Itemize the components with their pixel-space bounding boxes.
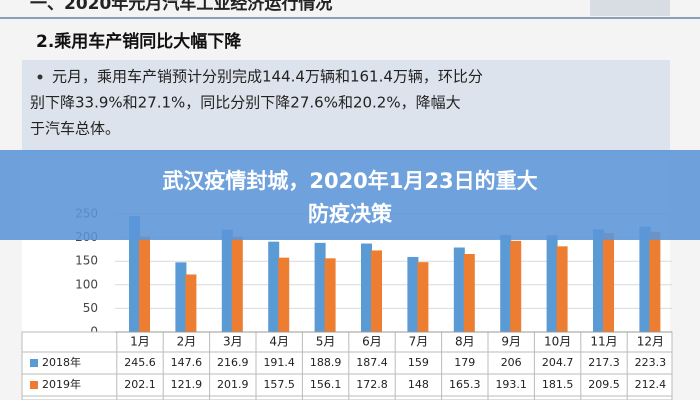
section-title: 2.乘用车产销同比大幅下降 [36,31,242,52]
table-value: 193.1 [495,378,527,391]
y-tick-label: 50 [83,301,98,315]
legend-label: 2018年 [42,355,81,369]
bar [639,226,651,332]
bar [314,242,326,332]
table-value: 201.9 [217,378,249,391]
table-value: 217.3 [588,356,620,369]
bar [268,241,280,332]
table-value: 206 [501,356,522,369]
bar [556,246,568,332]
table-value: 209.5 [588,378,620,391]
table-value: 179 [454,356,475,369]
bar [463,253,475,332]
table-value: 212.4 [635,378,667,391]
bar [649,231,661,332]
bar [278,257,290,332]
bar [231,236,243,332]
table-value: 216.9 [217,356,249,369]
table-value: 202.1 [124,378,156,391]
bar [371,250,382,332]
x-tick-label: 3月 [223,335,243,349]
header: 一、2020年元月汽车工业经济运行情况 [30,0,332,14]
legend-label: 2019年 [42,377,81,391]
table-value: 121.9 [171,378,203,391]
bullet-box [22,60,670,152]
x-tick-label: 1月 [130,335,150,349]
x-tick-label: 11月 [590,335,617,349]
table-value: 191.4 [263,356,295,369]
x-tick-label: 7月 [409,335,429,349]
table-value: 245.6 [124,356,156,369]
table-value: 204.7 [542,356,574,369]
logo [590,0,670,16]
bar [417,262,429,332]
bar [603,233,614,332]
y-tick-label: 100 [75,277,98,291]
table-value: 147.6 [171,356,203,369]
table-value: 148 [408,378,429,391]
table-value: 165.3 [449,378,481,391]
bar [510,240,522,332]
table-value: 156.1 [310,378,342,391]
bar [407,256,419,332]
table-value: 223.3 [635,356,667,369]
table-value: 159 [408,356,429,369]
x-tick-label: 9月 [501,335,521,349]
bar [593,229,604,332]
bar [185,274,197,332]
x-tick-label: 6月 [362,335,382,349]
bar [129,216,140,332]
x-tick-label: 2月 [177,335,197,349]
banner [0,150,700,240]
x-tick-label: 8月 [455,335,475,349]
x-tick-label: 10月 [544,335,571,349]
table-value: 187.4 [356,356,388,369]
bullet-line: 别下降33.9%和27.1%，同比分别下降27.6%和20.2%，降幅大 [30,94,461,112]
bullet-line: 于汽车总体。 [30,120,120,138]
table-value: 172.8 [356,378,388,391]
table [21,331,673,400]
bar [324,258,336,332]
y-tick-label: 150 [75,254,98,268]
legend-swatch [30,359,38,367]
table-value: 188.9 [310,356,342,369]
bar [221,229,233,332]
bar [546,235,558,332]
table-value: 157.5 [263,378,295,391]
x-tick-label: 12月 [637,335,664,349]
table-value: 181.5 [542,378,574,391]
bar [139,236,150,332]
x-tick-label: 4月 [269,335,289,349]
legend-swatch [30,381,38,389]
bar [453,247,465,332]
x-tick-label: 5月 [316,335,336,349]
bar [361,243,372,332]
bullet-dot [37,74,43,80]
bar [500,234,512,332]
bar [175,262,187,332]
banner-title: 防疫决策 [308,202,393,226]
banner-title: 武汉疫情封城，2020年1月23日的重大 [162,169,537,193]
bullet-line: 元月，乘用车产销预计分别完成144.4万辆和161.4万辆，环比分 [52,68,483,86]
